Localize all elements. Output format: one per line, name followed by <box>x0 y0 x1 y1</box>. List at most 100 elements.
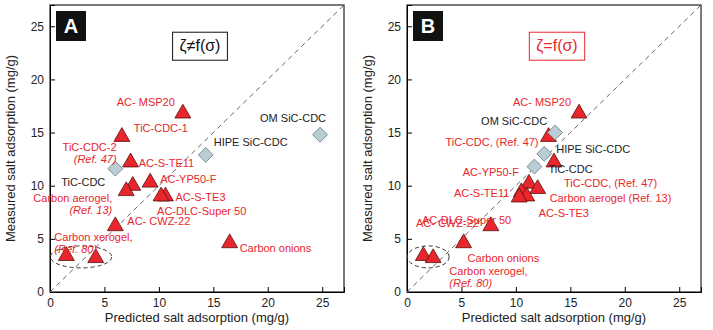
point-label: (Ref. 80) <box>54 243 97 255</box>
x-tick-mark <box>625 287 626 292</box>
y-tick-mark <box>50 26 55 27</box>
point-label: AC-S-TE3 <box>175 191 225 203</box>
y-tick-label: 15 <box>31 126 45 140</box>
x-axis-title: Predicted salt adsorption (mg/g) <box>462 310 646 325</box>
y-tick: 15 <box>388 126 412 140</box>
y-tick-label: 15 <box>388 126 402 140</box>
plot-area <box>407 5 701 292</box>
y-tick-label: 25 <box>388 20 402 34</box>
y-tick-mark <box>407 133 412 134</box>
y-tick-mark <box>50 79 55 80</box>
x-tick-label: 5 <box>102 296 109 310</box>
y-tick-mark <box>50 186 55 187</box>
panel: 05101520250510152025Predicted salt adsor… <box>360 5 702 325</box>
point-label: TiC-CDC, (Ref. 47) <box>445 136 538 148</box>
plot-area <box>50 5 344 292</box>
point-label: OM SiC-CDC <box>260 112 326 124</box>
y-axis-title: Measured salt adsorption (mg/g) <box>360 55 375 242</box>
parity-line <box>407 5 701 292</box>
x-tick-label: 25 <box>316 296 330 310</box>
panel-label: A <box>64 15 78 37</box>
point-label: HIPE SiC-CDC <box>556 143 630 155</box>
y-tick: 25 <box>388 20 412 34</box>
y-axis-title: Measured salt adsorption (mg/g) <box>3 55 18 242</box>
y-axis-line <box>408 6 413 293</box>
x-tick-mark <box>268 287 269 292</box>
point-label: AC- MSP20 <box>513 96 571 108</box>
y-tick-label: 5 <box>37 232 44 246</box>
y-tick: 5 <box>394 232 412 246</box>
x-tick-mark <box>570 287 571 292</box>
panel: 05101520250510152025Predicted salt adsor… <box>3 5 345 325</box>
x-tick-label: 15 <box>207 296 221 310</box>
triangle-point <box>107 217 123 231</box>
panel-label-box <box>413 11 443 41</box>
x-axis: 0 5 10 15 20 25 <box>404 287 701 310</box>
y-tick-label: 5 <box>394 232 401 246</box>
x-tick-mark <box>104 287 105 292</box>
x-tick-label: 0 <box>47 296 54 310</box>
x-tick-label: 20 <box>619 296 633 310</box>
x-tick: 5 <box>102 287 109 310</box>
point-label: Carbon aerogel (Ref. 13) <box>550 192 672 204</box>
x-tick: 5 <box>459 287 466 310</box>
figure: 05101520250510152025Predicted salt adsor… <box>0 0 713 330</box>
x-tick: 10 <box>510 287 524 310</box>
diamond-point <box>198 147 213 162</box>
y-tick: 25 <box>31 20 55 34</box>
point-label: AC-S-TE11 <box>139 157 194 169</box>
point-label: HIPE SiC-CDC <box>214 136 288 148</box>
point-label: OM SiC-CDC <box>481 115 547 127</box>
x-tick-label: 0 <box>404 296 411 310</box>
x-tick: 15 <box>564 287 578 310</box>
x-tick-mark <box>516 287 517 292</box>
x-tick-mark <box>159 287 160 292</box>
triangle-point <box>222 234 238 248</box>
y-tick-mark <box>50 292 55 293</box>
point-label: (Ref. 13) <box>69 204 112 216</box>
triangle-point <box>425 249 441 263</box>
x-tick-mark <box>213 287 214 292</box>
x-tick-label: 5 <box>459 296 466 310</box>
x-tick-mark <box>322 287 323 292</box>
y-tick: 5 <box>37 232 55 246</box>
plot-frame <box>50 5 344 292</box>
y-tick-mark <box>407 79 412 80</box>
triangle-point <box>153 187 169 201</box>
y-axis: 0510152025 <box>388 6 412 300</box>
title: ζ=f(σ) <box>536 37 577 55</box>
point-label: TiC-CDC-2 <box>63 141 117 153</box>
point-label: TiC-CDC, (Ref. 47) <box>564 177 657 189</box>
triangle-point <box>571 104 587 118</box>
triangle-point <box>123 153 139 167</box>
y-tick-mark <box>407 239 412 240</box>
triangle-point <box>511 188 527 202</box>
point-label: AC-YP50-F <box>463 166 520 178</box>
x-tick-label: 15 <box>564 296 578 310</box>
y-tick-mark <box>50 133 55 134</box>
point-label: TiC-CDC <box>548 163 592 175</box>
triangle-point <box>175 104 191 118</box>
x-axis-line <box>51 287 345 293</box>
y-tick-mark <box>407 186 412 187</box>
point-label: Carbon onions <box>240 242 312 254</box>
title-box <box>173 32 228 60</box>
point-label: Carbon xerogel, <box>54 231 132 243</box>
x-tick: 20 <box>619 287 633 310</box>
y-tick-label: 20 <box>388 73 402 87</box>
point-label: AC-S-TE3 <box>539 207 589 219</box>
x-tick: 25 <box>673 287 687 310</box>
panel-label-box <box>56 11 86 41</box>
point-label: Carbon aerogel, <box>33 192 112 204</box>
x-tick-label: 25 <box>673 296 687 310</box>
x-axis-title: Predicted salt adsorption (mg/g) <box>105 310 289 325</box>
title-box <box>529 32 584 60</box>
diamond-point <box>527 159 542 174</box>
y-tick: 15 <box>31 126 55 140</box>
point-label: Carbon xerogel, <box>449 265 527 277</box>
x-axis: 0510152025 <box>47 287 344 310</box>
diamond-point <box>548 125 563 140</box>
group-ellipse <box>407 246 449 268</box>
point-label: AC- CWZ-22 <box>127 215 190 227</box>
x-tick: 20 <box>262 287 276 310</box>
